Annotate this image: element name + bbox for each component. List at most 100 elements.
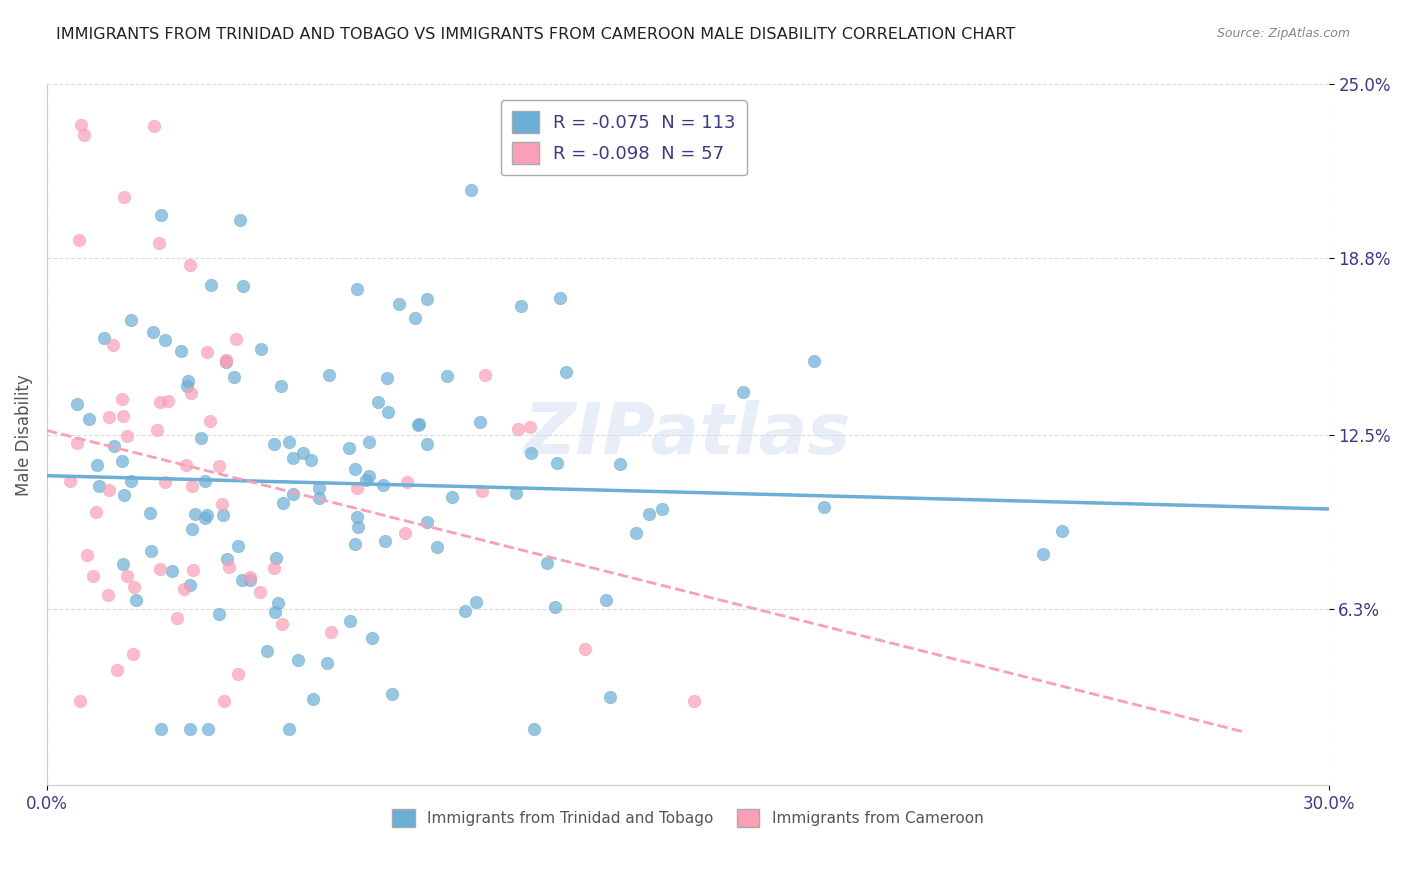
Point — [215, 551, 238, 566]
Point — [180, 386, 202, 401]
Point — [308, 491, 330, 506]
Point — [115, 428, 138, 442]
Point — [519, 419, 541, 434]
Point — [239, 573, 262, 587]
Point — [139, 506, 162, 520]
Point — [176, 379, 198, 393]
Point — [1032, 547, 1054, 561]
Point — [66, 397, 89, 411]
Point — [222, 369, 245, 384]
Point — [267, 596, 290, 610]
Point — [357, 469, 380, 483]
Point — [179, 722, 201, 736]
Point — [194, 475, 217, 489]
Point — [149, 395, 172, 409]
Point — [211, 497, 233, 511]
Point — [271, 617, 294, 632]
Point — [153, 333, 176, 347]
Point — [371, 478, 394, 492]
Point — [519, 445, 541, 459]
Point — [318, 368, 340, 382]
Point — [263, 437, 285, 451]
Point — [249, 585, 271, 599]
Point — [388, 296, 411, 310]
Point — [803, 354, 825, 368]
Point — [471, 483, 494, 498]
Point — [166, 611, 188, 625]
Point — [609, 457, 631, 471]
Point — [554, 365, 576, 379]
Point — [112, 189, 135, 203]
Point — [1050, 524, 1073, 539]
Point — [337, 441, 360, 455]
Point — [211, 508, 233, 522]
Point — [343, 461, 366, 475]
Point — [197, 722, 219, 736]
Point — [150, 208, 173, 222]
Point — [112, 409, 135, 423]
Point — [112, 557, 135, 571]
Point — [270, 379, 292, 393]
Point — [377, 405, 399, 419]
Legend: Immigrants from Trinidad and Tobago, Immigrants from Cameroon: Immigrants from Trinidad and Tobago, Imm… — [387, 803, 990, 833]
Point — [150, 722, 173, 736]
Point — [277, 722, 299, 736]
Point — [226, 539, 249, 553]
Point — [546, 456, 568, 470]
Point — [177, 374, 200, 388]
Point — [256, 643, 278, 657]
Point — [121, 313, 143, 327]
Point — [599, 690, 621, 704]
Point — [344, 537, 367, 551]
Point — [218, 560, 240, 574]
Point — [406, 417, 429, 432]
Point — [264, 606, 287, 620]
Point — [181, 479, 204, 493]
Point — [454, 604, 477, 618]
Point — [214, 354, 236, 368]
Point — [250, 342, 273, 356]
Point — [157, 394, 180, 409]
Point — [149, 562, 172, 576]
Point — [354, 473, 377, 487]
Point — [153, 475, 176, 490]
Point — [122, 580, 145, 594]
Point — [70, 119, 93, 133]
Point — [226, 666, 249, 681]
Point — [142, 325, 165, 339]
Text: Source: ZipAtlas.com: Source: ZipAtlas.com — [1216, 27, 1350, 40]
Point — [97, 483, 120, 498]
Point — [465, 595, 488, 609]
Point — [231, 573, 253, 587]
Point — [115, 569, 138, 583]
Point — [302, 691, 325, 706]
Point — [299, 453, 322, 467]
Point — [651, 502, 673, 516]
Point — [271, 496, 294, 510]
Point — [266, 550, 288, 565]
Y-axis label: Male Disability: Male Disability — [15, 374, 32, 496]
Point — [141, 543, 163, 558]
Point — [225, 332, 247, 346]
Point — [394, 526, 416, 541]
Point — [574, 642, 596, 657]
Text: ZIPatlas: ZIPatlas — [524, 401, 852, 469]
Point — [198, 414, 221, 428]
Point — [174, 458, 197, 472]
Point — [536, 556, 558, 570]
Point — [544, 599, 567, 614]
Point — [208, 607, 231, 621]
Point — [212, 694, 235, 708]
Point — [308, 481, 330, 495]
Point — [93, 330, 115, 344]
Point — [595, 592, 617, 607]
Point — [76, 549, 98, 563]
Point — [79, 412, 101, 426]
Point — [316, 656, 339, 670]
Point — [232, 278, 254, 293]
Point — [200, 278, 222, 293]
Point — [97, 410, 120, 425]
Point — [103, 439, 125, 453]
Point — [229, 212, 252, 227]
Point — [170, 343, 193, 358]
